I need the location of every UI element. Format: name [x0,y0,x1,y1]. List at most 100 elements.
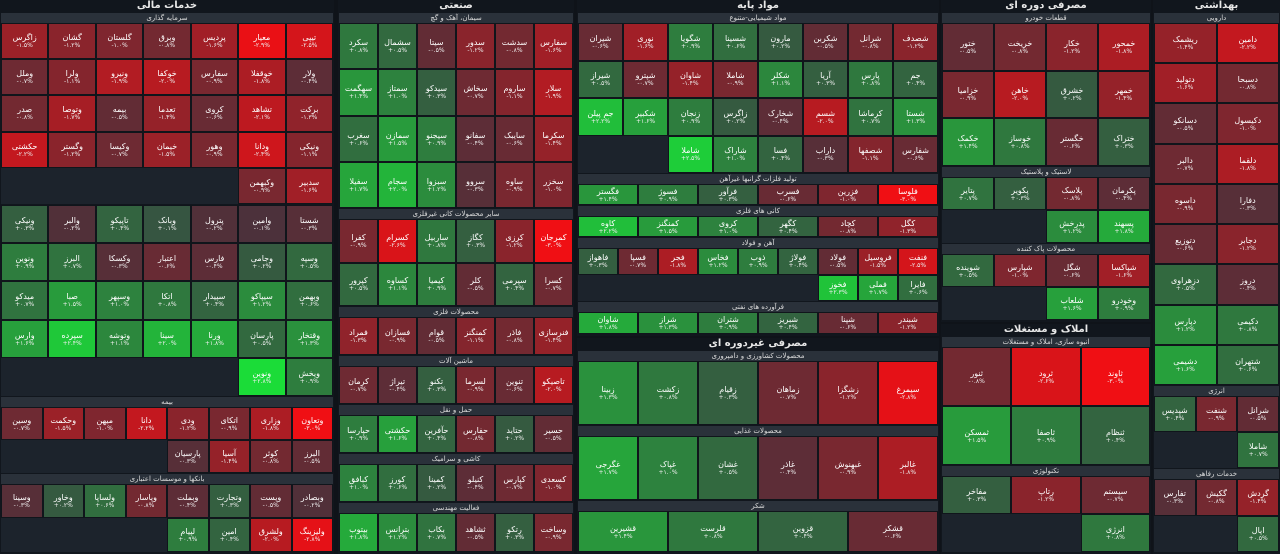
stock-tile[interactable]: خکمک +۱.۴% [942,118,994,166]
stock-tile[interactable]: ونوین +۲.۸% [238,357,286,396]
stock-tile[interactable]: فاهواز +۰.۳% [578,248,618,275]
stock-tile[interactable]: تفارس -۰.۳% [1154,479,1196,516]
stock-tile[interactable]: کسعدی -۱.۰% [534,464,573,502]
stock-tile[interactable]: آریا +۰.۳% [803,60,848,98]
stock-tile[interactable]: حفارس -۰.۸% [456,415,495,453]
stock-tile[interactable]: سدشت -۰.۸% [495,23,534,70]
stock-tile[interactable]: سفیلا +۱.۷% [339,161,378,208]
stock-tile[interactable]: ثنور -۰.۸% [942,347,1012,406]
stock-tile[interactable]: وحکمت -۱.۵% [42,407,84,440]
sector-title[interactable]: مصرفی دوره ای [1005,0,1087,11]
stock-tile[interactable]: زنجان +۰.۹% [668,98,713,136]
stock-tile[interactable]: وبرق -۰.۸% [143,23,191,60]
stock-tile[interactable]: شبریز +۰.۴% [758,312,818,334]
stock-tile[interactable]: سدور -۱.۲% [456,23,495,70]
stock-tile[interactable]: شرانل -۰.۵% [1237,396,1279,432]
stock-tile[interactable]: فسپا -۰.۷% [618,248,658,275]
stock-tile[interactable]: ویخش +۰.۹% [285,357,333,396]
stock-tile[interactable]: شتهران +۰.۶% [1216,344,1279,385]
sector-title[interactable]: مواد پایه [737,0,779,11]
stock-tile[interactable]: وسین -۰.۷% [1,407,43,440]
stock-tile[interactable]: سفانو -۰.۴% [456,115,495,162]
stock-tile[interactable]: شپنا -۰.۶% [818,312,878,334]
industry-group-title[interactable]: محصولات فلزی [339,307,573,317]
industry-group-title[interactable]: ماشین آلات [339,356,573,366]
stock-tile[interactable]: وسینا -۰.۳% [1,484,43,518]
stock-tile[interactable]: وکیسا -۰.۷% [95,131,144,168]
stock-tile[interactable]: جم +۰.۴% [893,60,938,98]
stock-tile[interactable]: پلاسک -۰.۸% [1046,177,1098,210]
industry-group-title[interactable]: سیمان، آهک و گچ [339,13,573,23]
stock-tile[interactable]: کمنگنز +۱.۵% [638,216,698,237]
stock-tile[interactable]: ثاصفا +۰.۹% [1011,406,1081,465]
stock-tile[interactable]: فروسیل -۱.۵% [858,248,898,275]
sector-title[interactable]: املاک و مستغلات [1003,324,1089,335]
stock-tile[interactable]: کروی +۱.۰% [698,216,758,237]
stock-tile[interactable]: قشکر -۰.۶% [848,511,938,552]
stock-tile[interactable]: کپرور +۰.۵% [339,262,378,306]
stock-tile[interactable]: زشگزا -۱.۲% [818,361,878,425]
stock-tile[interactable]: سخاش -۰.۷% [456,69,495,116]
stock-tile[interactable]: حآفرین +۰.۴% [417,415,456,453]
stock-tile[interactable]: وسپه +۰.۵% [285,243,333,282]
stock-tile[interactable]: خریخت -۰.۸% [994,23,1046,71]
stock-tile[interactable]: دفارا -۰.۳% [1216,183,1279,225]
stock-tile[interactable]: شسینا +۰.۶% [713,23,758,61]
stock-tile[interactable]: خمحور -۱.۸% [1098,23,1150,71]
stock-tile[interactable]: گردش -۱.۴% [1237,479,1279,516]
stock-tile[interactable]: شفارس -۰.۶% [893,135,938,173]
stock-tile[interactable]: ونیکی +۰.۳% [1,205,49,244]
stock-tile[interactable]: شسم -۲.۰% [803,98,848,136]
stock-tile[interactable]: کگاز +۰.۳% [456,219,495,263]
stock-tile[interactable]: شگل -۰.۶% [1046,254,1098,287]
stock-tile[interactable]: کفرا -۰.۹% [339,219,378,263]
stock-tile[interactable]: سخزر -۱.۰% [534,161,573,208]
stock-tile[interactable]: وخودرو +۰.۹% [1098,287,1150,320]
stock-tile[interactable]: ذوب +۰.۹% [738,248,778,275]
stock-tile[interactable]: کگهر +۰.۴% [758,216,818,237]
stock-tile[interactable]: کمنگنز -۱.۱% [456,317,495,355]
industry-group-title[interactable]: انرژی [1154,386,1279,396]
stock-tile[interactable]: کمرجان -۳.۰% [534,219,573,263]
industry-group-title[interactable]: حمل و نقل [339,405,573,415]
stock-tile[interactable]: شرانل -۰.۸% [848,23,893,61]
stock-tile[interactable]: معیار -۲.۹% [238,23,286,60]
industry-group-title[interactable]: کانی های فلزی [578,206,938,216]
stock-tile[interactable]: فگستر +۱.۴% [578,184,638,205]
sector-title[interactable]: خدمات مالی [136,0,198,11]
stock-tile[interactable]: دالبر -۰.۷% [1154,143,1217,184]
stock-tile[interactable]: پدرخش +۱.۲% [1046,210,1098,243]
stock-tile[interactable]: شپارس -۱.۰% [994,254,1046,287]
industry-group-title[interactable]: سرمایه گذاری [1,13,333,23]
industry-group-title[interactable]: بانکها و موسسات اعتباری [1,474,333,484]
stock-tile[interactable]: فزرین -۱.۰% [818,184,878,205]
stock-tile[interactable]: خگستر -۰.۶% [1046,118,1098,166]
stock-tile[interactable]: حتاید +۰.۲% [495,415,534,453]
stock-tile[interactable]: سپیدار +۰.۴% [190,281,239,320]
stock-tile[interactable]: وجامی +۰.۲% [238,243,286,282]
stock-tile[interactable]: پارس +۰.۸% [848,60,893,98]
stock-tile[interactable]: سیجنو +۰.۹% [417,115,456,162]
stock-tile[interactable]: اتکا +۰.۸% [143,281,191,320]
stock-tile[interactable]: سکرد +۰.۸% [339,23,378,70]
stock-tile[interactable]: وگستر -۱.۲% [48,131,96,168]
stock-tile[interactable]: دلقما -۱.۸% [1216,143,1279,184]
stock-tile[interactable]: کاوه +۲.۲% [578,216,638,237]
stock-tile[interactable]: پارسیان -۰.۳% [167,440,209,473]
stock-tile[interactable]: کساوه +۱.۱% [378,262,417,306]
stock-tile[interactable]: فرآور +۰.۳% [698,184,758,205]
stock-tile[interactable]: دسبحا -۰.۸% [1216,63,1279,104]
stock-tile[interactable]: ولرا -۱.۱% [48,59,96,96]
stock-tile[interactable]: دکیسول -۱.۰% [1216,103,1279,144]
stock-tile[interactable]: شاملا -۰.۹% [713,60,758,98]
stock-tile[interactable]: ولار -۰.۴% [285,59,333,96]
stock-tile[interactable]: پکرمان -۰.۴% [1098,177,1150,210]
stock-tile[interactable]: زکشت +۰.۸% [638,361,698,425]
stock-tile[interactable]: تیپی -۲.۵% [285,23,333,60]
stock-tile[interactable]: سایبک -۰.۶% [495,115,534,162]
stock-tile[interactable]: سجام +۲.۰% [378,161,417,208]
stock-tile[interactable]: سشمال +۰.۵% [378,23,417,70]
stock-tile[interactable]: بیمه -۰.۵% [95,95,144,132]
stock-tile[interactable]: گلستان -۱.۰% [95,23,144,60]
stock-tile[interactable]: زبینا +۱.۳% [578,361,638,425]
